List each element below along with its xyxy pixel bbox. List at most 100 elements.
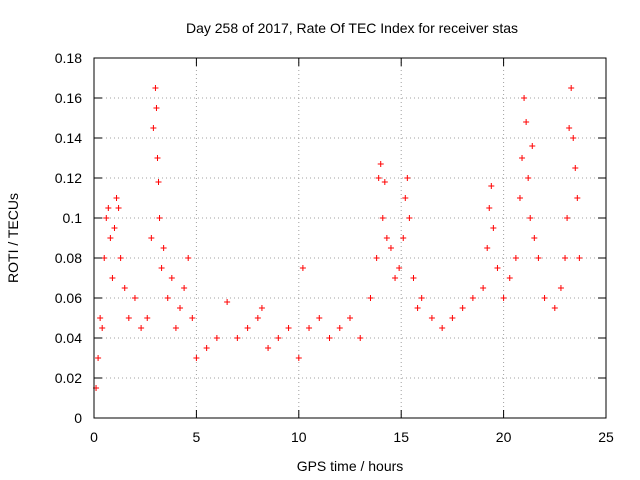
data-point <box>564 215 571 221</box>
y-tick-label: 0 <box>74 410 82 426</box>
data-point <box>203 345 210 351</box>
data-point <box>131 295 138 301</box>
grid-lines <box>94 58 606 418</box>
data-point <box>121 285 128 291</box>
data-point <box>347 315 353 321</box>
data-point <box>516 195 523 201</box>
data-point <box>295 355 302 361</box>
y-tick-label: 0.18 <box>55 50 82 66</box>
y-axis-title: ROTI / TECUs <box>5 193 21 283</box>
data-point <box>484 245 491 251</box>
data-point <box>557 285 564 291</box>
data-point <box>506 275 513 281</box>
x-tick-label: 0 <box>90 429 98 445</box>
data-point <box>500 295 507 301</box>
y-tick-label: 0.12 <box>55 170 82 186</box>
data-point <box>164 295 171 301</box>
y-tick-label: 0.08 <box>55 250 82 266</box>
data-point <box>570 135 577 141</box>
data-point <box>529 143 536 149</box>
data-point <box>525 175 532 181</box>
data-point <box>265 345 272 351</box>
data-point <box>154 155 161 161</box>
data-point <box>387 245 394 251</box>
data-point <box>576 255 583 261</box>
data-point <box>189 315 196 321</box>
x-tick-label: 25 <box>598 429 614 445</box>
data-point <box>406 215 413 221</box>
plot-frame <box>93 57 607 419</box>
data-point <box>531 235 538 241</box>
y-tick-label: 0.14 <box>55 130 82 146</box>
data-point <box>97 315 104 321</box>
data-point <box>521 95 528 101</box>
data-point <box>486 205 493 211</box>
data-point <box>299 265 306 271</box>
data-point <box>357 335 364 341</box>
data-point <box>379 215 386 221</box>
data-point <box>99 325 106 331</box>
y-tick-labels: 0 0.02 0.04 0.06 0.08 0.1 0.12 0.14 0.16 0.18 <box>55 50 82 426</box>
data-point <box>418 295 425 301</box>
data-point <box>115 205 122 211</box>
data-point <box>551 305 558 311</box>
data-point <box>109 275 116 281</box>
data-point <box>367 295 374 301</box>
data-point <box>572 165 579 171</box>
data-point <box>375 175 382 181</box>
data-point <box>469 295 476 301</box>
data-point <box>449 315 456 321</box>
data-point <box>234 335 241 341</box>
data-point <box>254 315 261 321</box>
data-point <box>562 255 569 261</box>
data-point <box>373 255 380 261</box>
data-point <box>404 175 411 181</box>
data-point <box>414 305 421 311</box>
data-point <box>494 265 501 271</box>
data-point <box>172 325 179 331</box>
data-point <box>224 299 231 305</box>
x-tick-label: 5 <box>193 429 201 445</box>
data-point <box>213 335 220 341</box>
y-tick-label: 0.06 <box>55 290 82 306</box>
data-point <box>488 183 495 189</box>
data-point <box>101 255 108 261</box>
data-point <box>158 265 165 271</box>
data-point <box>148 235 155 241</box>
data-point <box>383 235 390 241</box>
data-point <box>316 315 323 321</box>
data-point <box>95 355 102 361</box>
data-point <box>168 275 175 281</box>
data-point <box>275 335 282 341</box>
y-tick-label: 0.02 <box>55 370 82 386</box>
chart-title: Day 258 of 2017, Rate Of TEC Index for r… <box>186 20 518 36</box>
data-point <box>439 325 446 331</box>
data-point <box>512 255 519 261</box>
data-point <box>113 195 120 201</box>
data-point <box>185 255 192 261</box>
data-point <box>285 325 292 331</box>
y-tick-label: 0.04 <box>55 330 82 346</box>
data-point <box>181 285 188 291</box>
data-point <box>336 325 343 331</box>
data-points <box>93 85 583 391</box>
data-point <box>428 315 435 321</box>
x-tick-label: 20 <box>496 429 512 445</box>
data-point <box>400 235 407 241</box>
data-point <box>402 195 409 201</box>
x-tick-label: 10 <box>291 429 307 445</box>
data-point <box>177 305 184 311</box>
data-point <box>150 125 157 131</box>
data-point <box>535 255 542 261</box>
data-point <box>153 105 160 111</box>
data-point <box>527 215 534 221</box>
x-tick-labels: 0 5 10 15 20 25 <box>90 429 614 445</box>
data-point <box>396 265 403 271</box>
axis-ticks <box>93 57 607 419</box>
data-point <box>258 305 265 311</box>
x-axis-title: GPS time / hours <box>297 458 404 474</box>
data-point <box>105 205 112 211</box>
data-point <box>160 245 167 251</box>
data-point <box>459 305 466 311</box>
